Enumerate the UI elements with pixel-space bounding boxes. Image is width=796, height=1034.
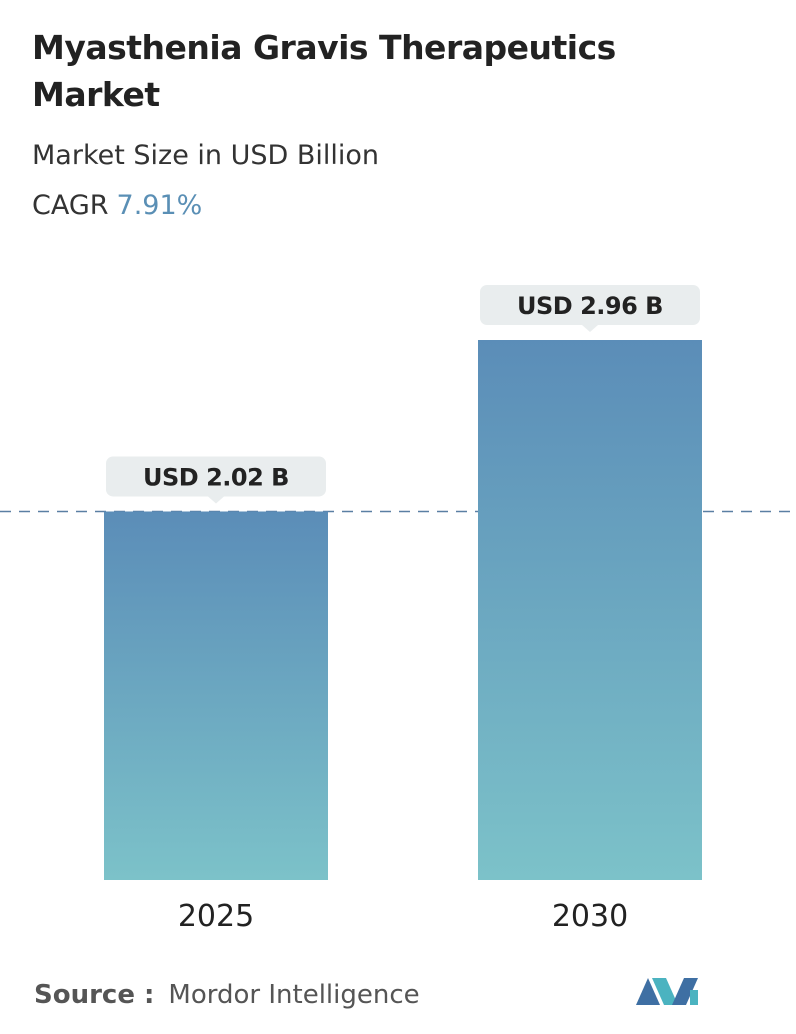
value-label: USD 2.96 B [517, 292, 663, 320]
bar [478, 340, 702, 880]
value-label-box [106, 456, 326, 497]
source-name: Mordor Intelligence [168, 980, 420, 1010]
value-label-pointer [208, 496, 224, 504]
value-label-pointer [582, 325, 598, 332]
cagr-value: 7.91% [116, 190, 203, 221]
source: Source : Mordor Intelligence [34, 980, 420, 1010]
chart-subtitle: Market Size in USD Billion [32, 140, 380, 171]
x-tick-label: 2025 [178, 899, 254, 934]
value-label-box [480, 285, 700, 325]
source-label: Source : [34, 980, 155, 1010]
cagr: CAGR 7.91% [32, 190, 202, 221]
x-tick-label: 2030 [552, 899, 628, 934]
logo [636, 978, 698, 1005]
chart-title: Myasthenia Gravis Therapeutics Market [32, 28, 616, 114]
cagr-label: CAGR [32, 190, 109, 221]
value-label: USD 2.02 B [143, 463, 289, 491]
bar [104, 511, 328, 880]
